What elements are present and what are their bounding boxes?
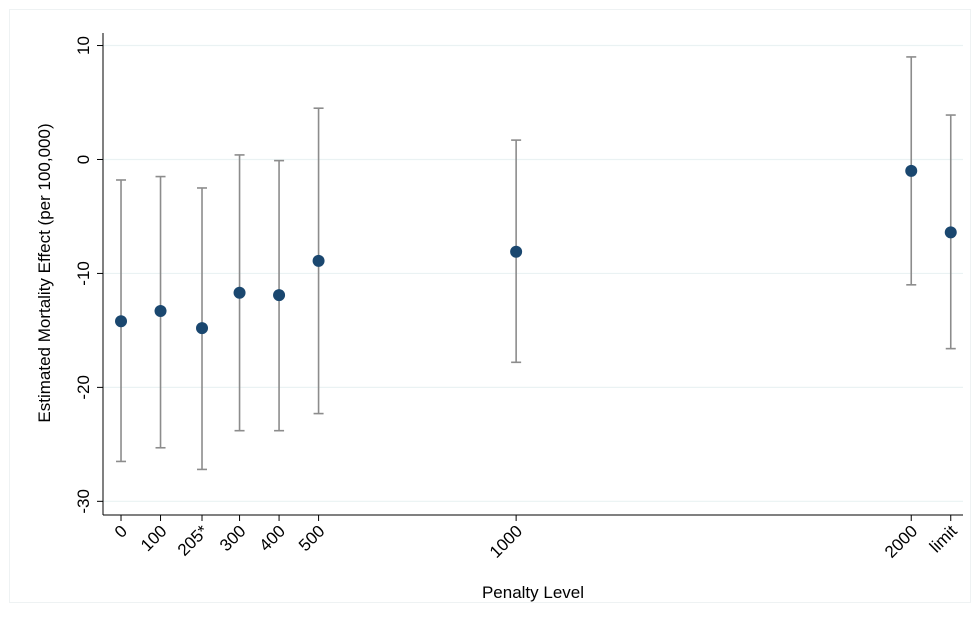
y-tick-label: -10: [74, 261, 93, 286]
y-tick-label: -20: [74, 375, 93, 400]
point: [233, 286, 246, 299]
y-axis-title: Estimated Mortality Effect (per 100,000): [35, 123, 54, 422]
point: [312, 254, 325, 267]
point: [944, 226, 957, 239]
point: [196, 322, 209, 335]
point: [154, 305, 167, 318]
x-axis-title: Penalty Level: [482, 583, 584, 602]
y-tick-label: 0: [74, 155, 93, 164]
y-tick-label: -30: [74, 489, 93, 514]
point: [510, 245, 523, 258]
point: [273, 289, 286, 302]
point: [115, 315, 128, 328]
point: [905, 164, 918, 177]
frame: [9, 9, 971, 603]
y-tick-label: 10: [74, 36, 93, 55]
